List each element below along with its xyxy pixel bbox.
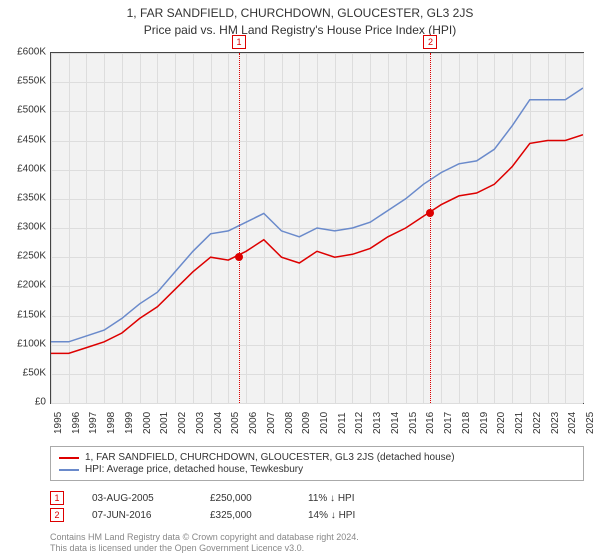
x-axis-label: 2016 (425, 412, 436, 434)
title-address: 1, FAR SANDFIELD, CHURCHDOWN, GLOUCESTER… (0, 6, 600, 20)
sale-delta: 11% ↓ HPI (308, 493, 355, 504)
x-axis-label: 1996 (71, 412, 82, 434)
sale-marker-dot (235, 253, 243, 261)
y-axis-label: £100K (4, 338, 46, 349)
y-axis-label: £400K (4, 163, 46, 174)
sale-row: 2 07-JUN-2016 £325,000 14% ↓ HPI (50, 508, 584, 522)
chart-series-svg (51, 53, 583, 403)
x-axis-label: 2003 (195, 412, 206, 434)
sale-marker: 2 (50, 508, 64, 522)
x-axis-label: 2017 (443, 412, 454, 434)
x-axis-label: 2008 (284, 412, 295, 434)
chart-plot-area: 12 (50, 52, 584, 404)
series-line-hpi (51, 88, 583, 342)
x-axis-label: 2005 (230, 412, 241, 434)
x-axis-label: 2024 (567, 412, 578, 434)
x-axis-label: 2006 (248, 412, 259, 434)
y-axis-label: £300K (4, 222, 46, 233)
chart-marker-label: 2 (423, 35, 437, 49)
x-axis-label: 2009 (301, 412, 312, 434)
x-axis-label: 2007 (266, 412, 277, 434)
chart-marker-label: 1 (232, 35, 246, 49)
y-axis-label: £450K (4, 134, 46, 145)
y-axis-label: £200K (4, 280, 46, 291)
x-axis-label: 2021 (514, 412, 525, 434)
sales-list: 1 03-AUG-2005 £250,000 11% ↓ HPI 2 07-JU… (50, 488, 584, 525)
sale-delta: 14% ↓ HPI (308, 510, 355, 521)
sale-price: £250,000 (210, 493, 280, 504)
footer-attribution: Contains HM Land Registry data © Crown c… (50, 532, 584, 555)
x-axis-label: 1999 (124, 412, 135, 434)
x-axis-label: 2013 (372, 412, 383, 434)
x-axis-label: 1997 (88, 412, 99, 434)
y-axis-label: £500K (4, 105, 46, 116)
y-axis-label: £550K (4, 76, 46, 87)
x-axis-label: 2014 (390, 412, 401, 434)
series-line-property (51, 135, 583, 354)
title-subtitle: Price paid vs. HM Land Registry's House … (0, 23, 600, 37)
footer-line: Contains HM Land Registry data © Crown c… (50, 532, 584, 543)
chart-titles: 1, FAR SANDFIELD, CHURCHDOWN, GLOUCESTER… (0, 0, 600, 37)
chart-container: 1, FAR SANDFIELD, CHURCHDOWN, GLOUCESTER… (0, 0, 600, 560)
sale-price: £325,000 (210, 510, 280, 521)
sale-row: 1 03-AUG-2005 £250,000 11% ↓ HPI (50, 491, 584, 505)
x-axis-label: 2011 (337, 412, 348, 434)
legend-label: HPI: Average price, detached house, Tewk… (85, 464, 303, 475)
x-axis-label: 1995 (53, 412, 64, 434)
x-axis-label: 2012 (354, 412, 365, 434)
x-axis-label: 2002 (177, 412, 188, 434)
x-axis-label: 2010 (319, 412, 330, 434)
sale-date: 07-JUN-2016 (92, 510, 182, 521)
y-axis-label: £0 (4, 397, 46, 408)
legend-swatch (59, 469, 79, 471)
x-axis-label: 1998 (106, 412, 117, 434)
footer-line: This data is licensed under the Open Gov… (50, 543, 584, 554)
sale-date: 03-AUG-2005 (92, 493, 182, 504)
x-axis-label: 2022 (532, 412, 543, 434)
x-axis-label: 2018 (461, 412, 472, 434)
x-axis-label: 2019 (479, 412, 490, 434)
sale-marker: 1 (50, 491, 64, 505)
legend-label: 1, FAR SANDFIELD, CHURCHDOWN, GLOUCESTER… (85, 452, 455, 463)
legend-row: HPI: Average price, detached house, Tewk… (59, 464, 575, 475)
legend-box: 1, FAR SANDFIELD, CHURCHDOWN, GLOUCESTER… (50, 446, 584, 481)
y-axis-label: £250K (4, 251, 46, 262)
x-axis-label: 2015 (408, 412, 419, 434)
y-axis-label: £600K (4, 47, 46, 58)
x-axis-label: 2025 (585, 412, 596, 434)
y-axis-label: £150K (4, 309, 46, 320)
x-axis-label: 2020 (496, 412, 507, 434)
x-axis-label: 2001 (159, 412, 170, 434)
x-axis-label: 2000 (142, 412, 153, 434)
legend-swatch (59, 457, 79, 459)
x-axis-label: 2004 (213, 412, 224, 434)
y-axis-label: £50K (4, 367, 46, 378)
y-axis-label: £350K (4, 192, 46, 203)
legend-row: 1, FAR SANDFIELD, CHURCHDOWN, GLOUCESTER… (59, 452, 575, 463)
sale-marker-dot (426, 209, 434, 217)
x-axis-label: 2023 (550, 412, 561, 434)
